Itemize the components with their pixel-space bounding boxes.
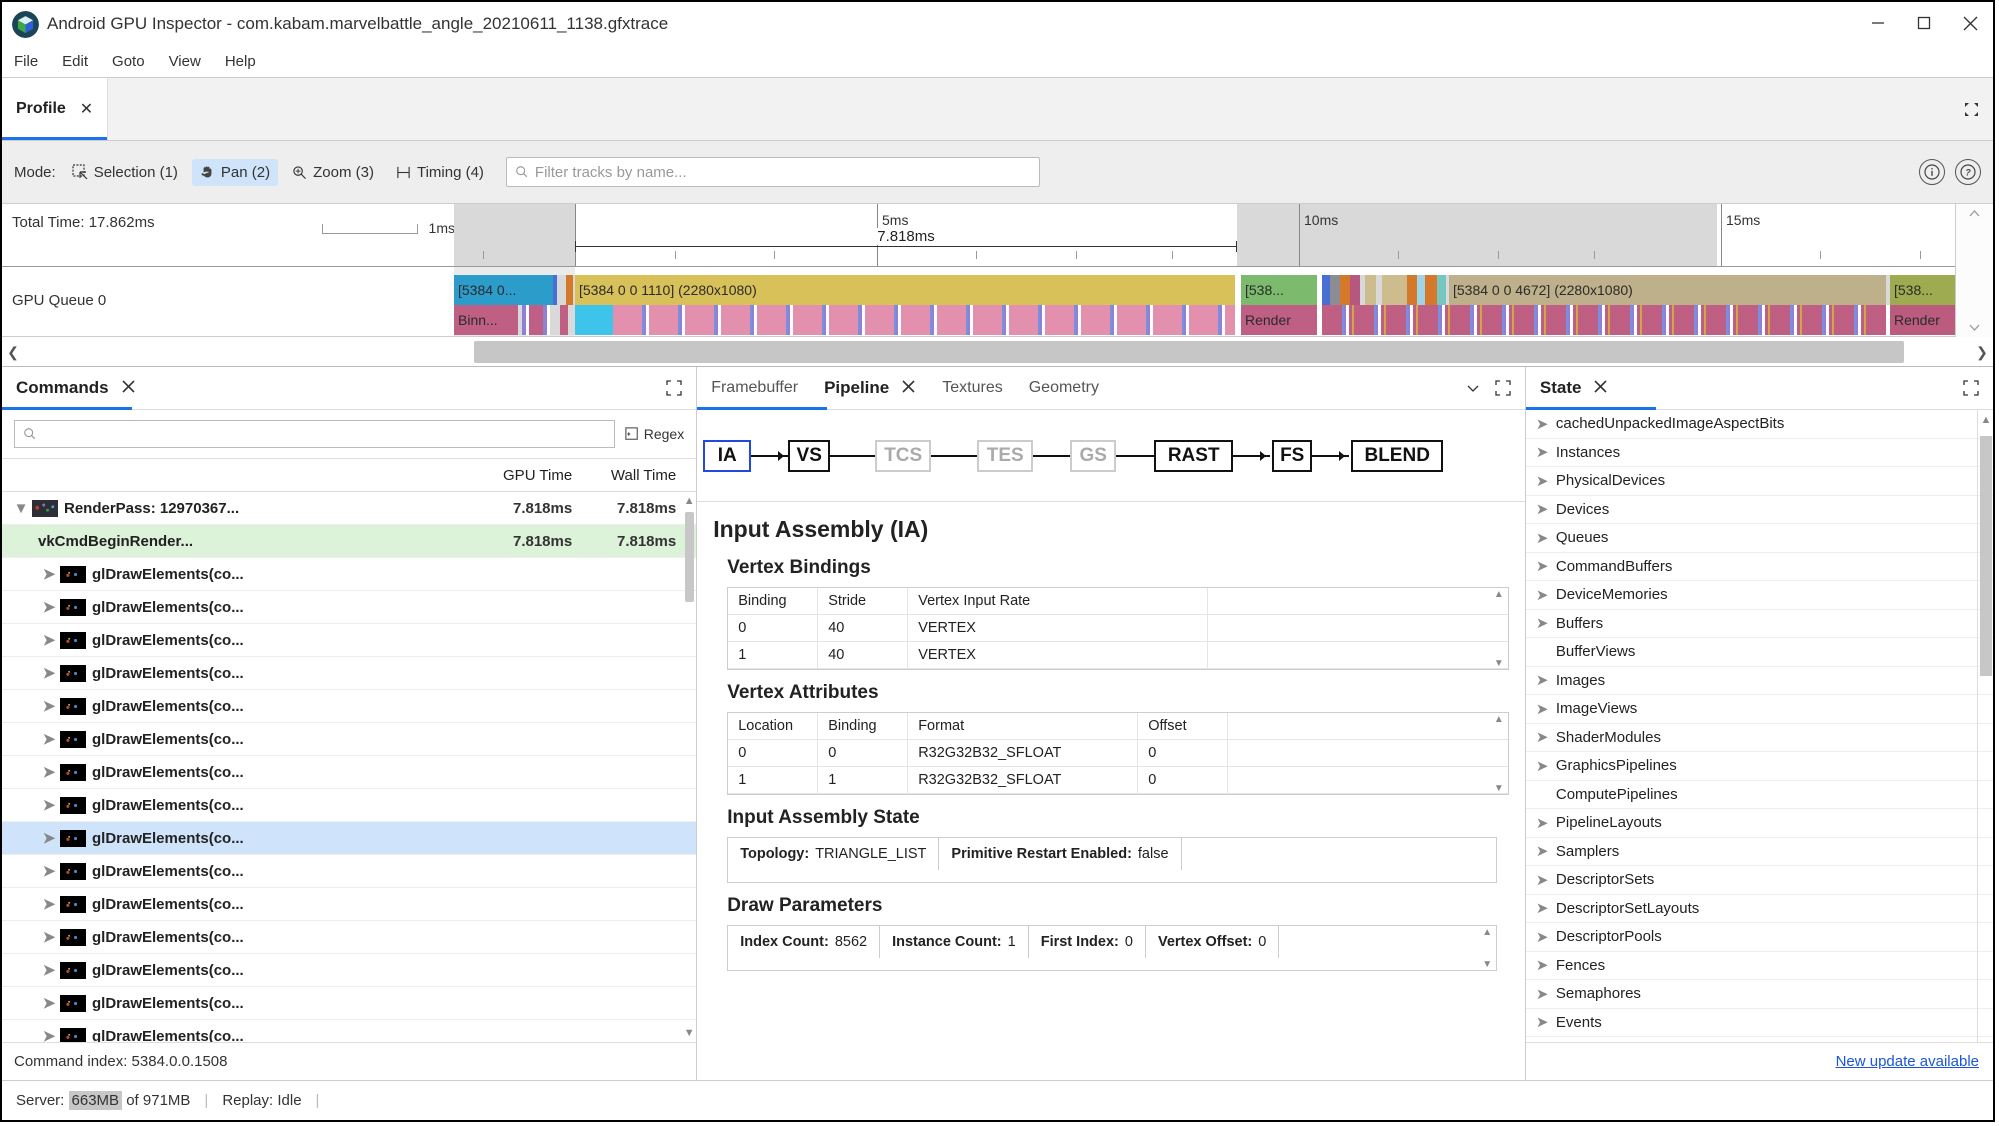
svg-text:?: ?: [1965, 168, 1971, 178]
